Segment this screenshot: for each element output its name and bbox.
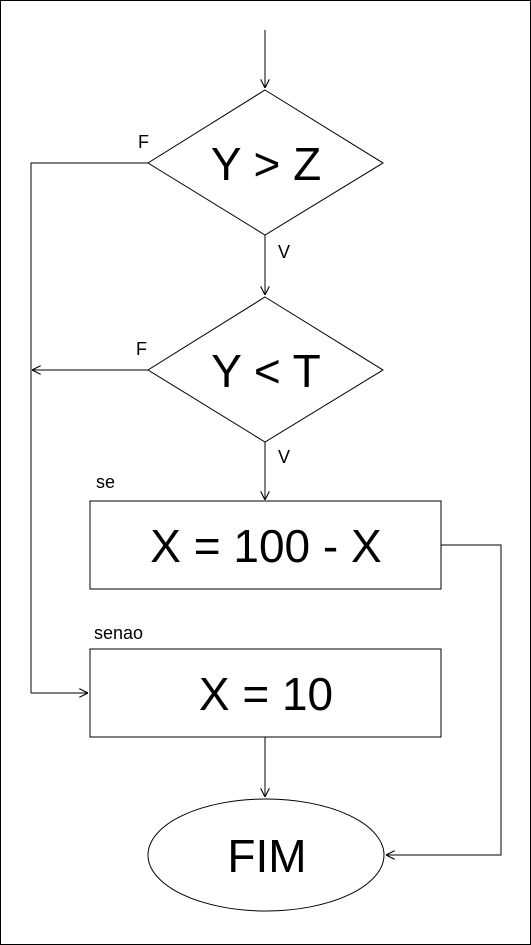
process-if-text: X = 100 - X — [150, 520, 381, 572]
decision-1-true-label: V — [278, 242, 290, 262]
process-if-box — [89, 500, 442, 590]
decision-1-false-edge — [30, 162, 148, 693]
decision-2-text: Y < T — [211, 345, 321, 397]
decision-2-false-label: F — [136, 339, 147, 359]
process-else-caption: senao — [94, 623, 143, 643]
process-if-caption: se — [96, 472, 115, 492]
decision-2-true-label: V — [278, 447, 290, 467]
process-else-text: X = 10 — [199, 668, 333, 720]
decision-1-text: Y > Z — [211, 138, 321, 190]
decision-1-false-label: F — [138, 132, 149, 152]
process-if-exit-edge — [386, 544, 502, 855]
process-else-box — [89, 648, 442, 738]
terminal-text: FIM — [227, 830, 306, 882]
terminal-shape — [147, 798, 385, 912]
